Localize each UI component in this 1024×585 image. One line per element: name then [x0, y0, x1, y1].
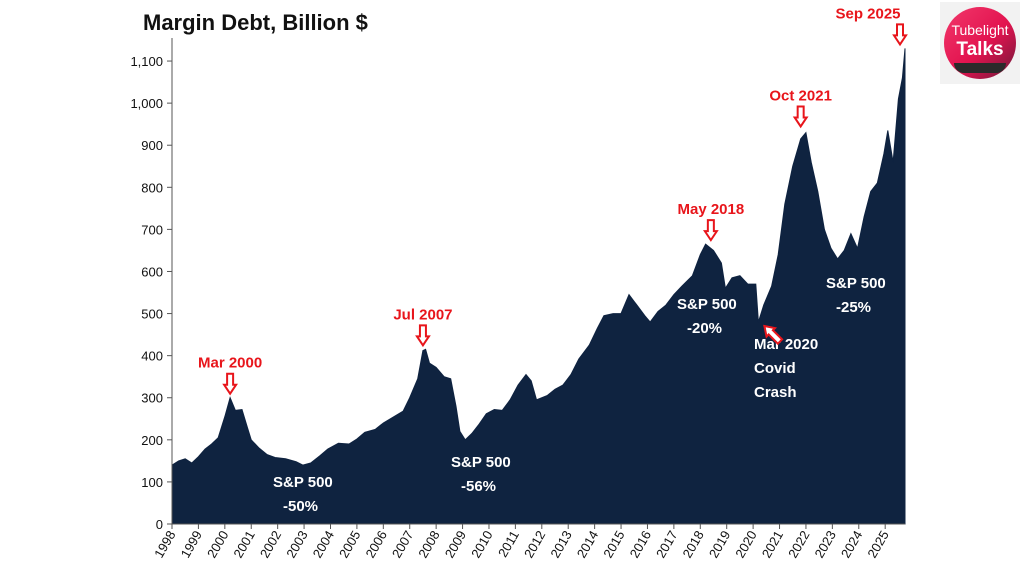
x-tick-label: 1999 — [178, 528, 205, 561]
x-tick-label: 2000 — [204, 528, 231, 561]
y-tick-label: 1,100 — [130, 54, 163, 69]
chart-title: Margin Debt, Billion $ — [143, 10, 368, 35]
x-tick-label: 2011 — [495, 528, 522, 560]
y-tick-label: 0 — [156, 517, 163, 532]
logo-text-line1: Tubelight — [951, 22, 1009, 38]
x-tick-label: 2010 — [468, 528, 495, 561]
x-tick-label: 2022 — [785, 528, 812, 561]
y-tick-label: 300 — [141, 391, 163, 406]
sp500-drawdown-2021: -25% — [836, 299, 871, 316]
covid-note-line3: Crash — [754, 384, 797, 401]
covid-note-line2: Covid — [754, 360, 796, 377]
x-tick-label: 2020 — [732, 528, 759, 561]
x-tick-label: 2016 — [627, 528, 654, 561]
x-tick-label: 2008 — [415, 528, 442, 561]
x-tick-label: 2024 — [838, 528, 865, 561]
x-tick-label: 2004 — [310, 528, 337, 561]
peak-arrow — [892, 23, 908, 47]
x-tick-label: 2018 — [679, 528, 706, 561]
x-tick-label: 2009 — [442, 528, 469, 561]
sp500-drawdown-2018: -20% — [687, 320, 722, 337]
x-tick-label: 2002 — [257, 528, 284, 561]
x-tick-label: 2021 — [759, 528, 786, 561]
peak-arrow — [792, 105, 809, 129]
logo-badge: Tubelight Talks — [944, 7, 1016, 79]
x-tick-label: 2001 — [230, 528, 257, 561]
peak-label: May 2018 — [677, 201, 744, 218]
x-tick-label: 2014 — [574, 528, 601, 561]
annotation-layer: S&P 500 -50% S&P 500 -56% S&P 500 -20% S… — [198, 5, 908, 515]
x-tick-label: 2019 — [706, 528, 733, 561]
x-tick-label: 2007 — [389, 528, 416, 561]
peak-arrow — [702, 219, 719, 242]
y-tick-label: 900 — [141, 138, 163, 153]
area-layer — [171, 48, 906, 525]
peak-arrow — [222, 372, 238, 396]
x-tick-label: 2025 — [864, 528, 891, 561]
y-tick-label: 500 — [141, 307, 163, 322]
y-tick-label: 400 — [141, 349, 163, 364]
sp500-drawdown-2007: -56% — [461, 478, 496, 495]
peak-arrow — [415, 324, 431, 348]
x-tick-label: 2005 — [336, 528, 363, 561]
y-tick-label: 600 — [141, 264, 163, 279]
logo-base — [954, 63, 1006, 73]
covid-arrow — [763, 324, 784, 346]
x-tick-label: 2013 — [547, 528, 574, 561]
sp500-label-2000: S&P 500 — [273, 474, 333, 491]
margin-debt-area — [171, 48, 906, 525]
peak-label: Mar 2000 — [198, 355, 262, 372]
peak-label: Oct 2021 — [769, 87, 832, 104]
covid-note-line1: Mar 2020 — [754, 336, 818, 353]
x-tick-label: 2015 — [600, 528, 627, 561]
y-tick-label: 800 — [141, 180, 163, 195]
logo-text-line2: Talks — [956, 39, 1004, 60]
y-tick-label: 1,000 — [130, 96, 163, 111]
x-tick-label: 2017 — [653, 528, 680, 561]
x-tick-label: 1998 — [151, 528, 178, 561]
x-tick-label: 2023 — [812, 528, 839, 561]
peak-label: Jul 2007 — [393, 306, 452, 323]
y-tick-label: 200 — [141, 433, 163, 448]
x-tick-label: 2012 — [521, 528, 548, 561]
sp500-label-2021: S&P 500 — [826, 275, 886, 292]
sp500-label-2007: S&P 500 — [451, 454, 511, 471]
sp500-drawdown-2000: -50% — [283, 498, 318, 515]
covid-arrow-shape — [763, 324, 784, 346]
x-tick-label: 2003 — [283, 528, 310, 561]
x-tick-label: 2006 — [362, 528, 389, 561]
y-tick-label: 100 — [141, 475, 163, 490]
peak-label: Sep 2025 — [835, 5, 900, 22]
sp500-label-2018: S&P 500 — [677, 296, 737, 313]
logo: Tubelight Talks — [940, 2, 1020, 84]
y-tick-label: 700 — [141, 222, 163, 237]
